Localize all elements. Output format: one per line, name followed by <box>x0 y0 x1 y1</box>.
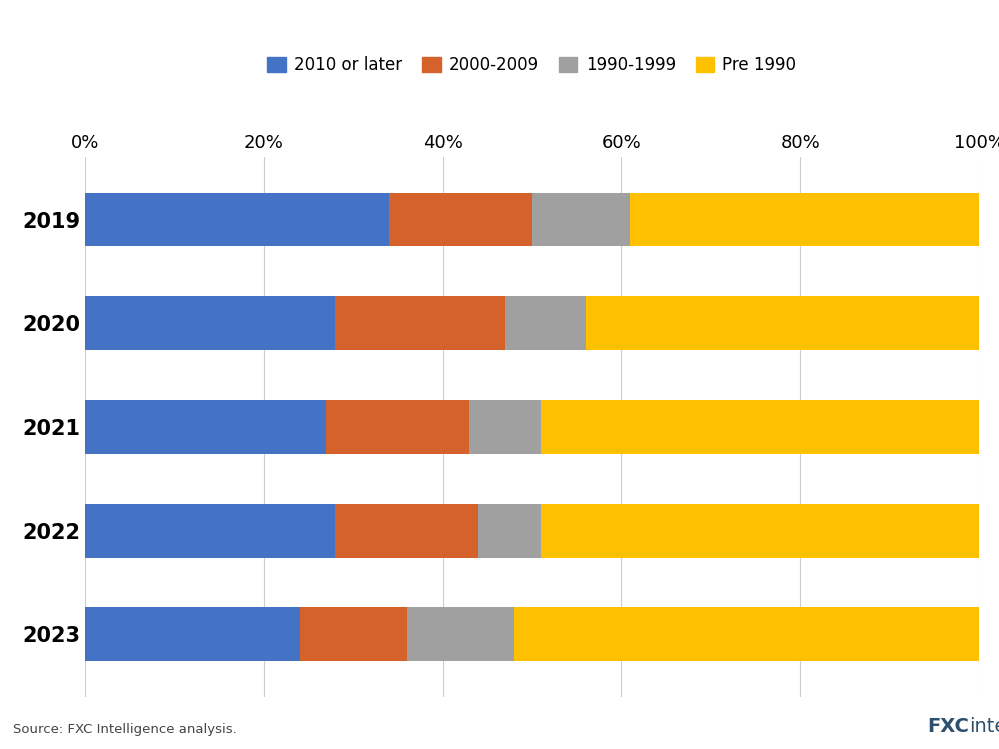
Bar <box>407 607 514 661</box>
Text: Payments is less dominated by challengers than in 2019: Payments is less dominated by challenger… <box>13 28 940 55</box>
Bar <box>531 192 630 246</box>
Bar <box>300 607 407 661</box>
Bar <box>336 297 505 351</box>
Text: Founding year of companies over time: Founding year of companies over time <box>13 88 390 106</box>
Bar <box>85 503 336 557</box>
Text: FXC: FXC <box>927 717 969 736</box>
Bar <box>85 607 300 661</box>
Bar <box>336 503 479 557</box>
Bar <box>505 297 585 351</box>
Text: Source: FXC Intelligence analysis.: Source: FXC Intelligence analysis. <box>13 723 237 736</box>
Bar <box>585 297 979 351</box>
Bar <box>479 503 540 557</box>
Text: intelligence™: intelligence™ <box>969 717 999 736</box>
Bar <box>85 192 389 246</box>
Bar <box>85 400 327 454</box>
Bar <box>85 297 336 351</box>
Legend: 2010 or later, 2000-2009, 1990-1999, Pre 1990: 2010 or later, 2000-2009, 1990-1999, Pre… <box>261 49 803 81</box>
Bar <box>630 192 979 246</box>
Bar <box>470 400 540 454</box>
Bar <box>540 503 979 557</box>
Bar <box>540 400 979 454</box>
Bar <box>514 607 979 661</box>
Bar <box>327 400 470 454</box>
Bar <box>389 192 531 246</box>
